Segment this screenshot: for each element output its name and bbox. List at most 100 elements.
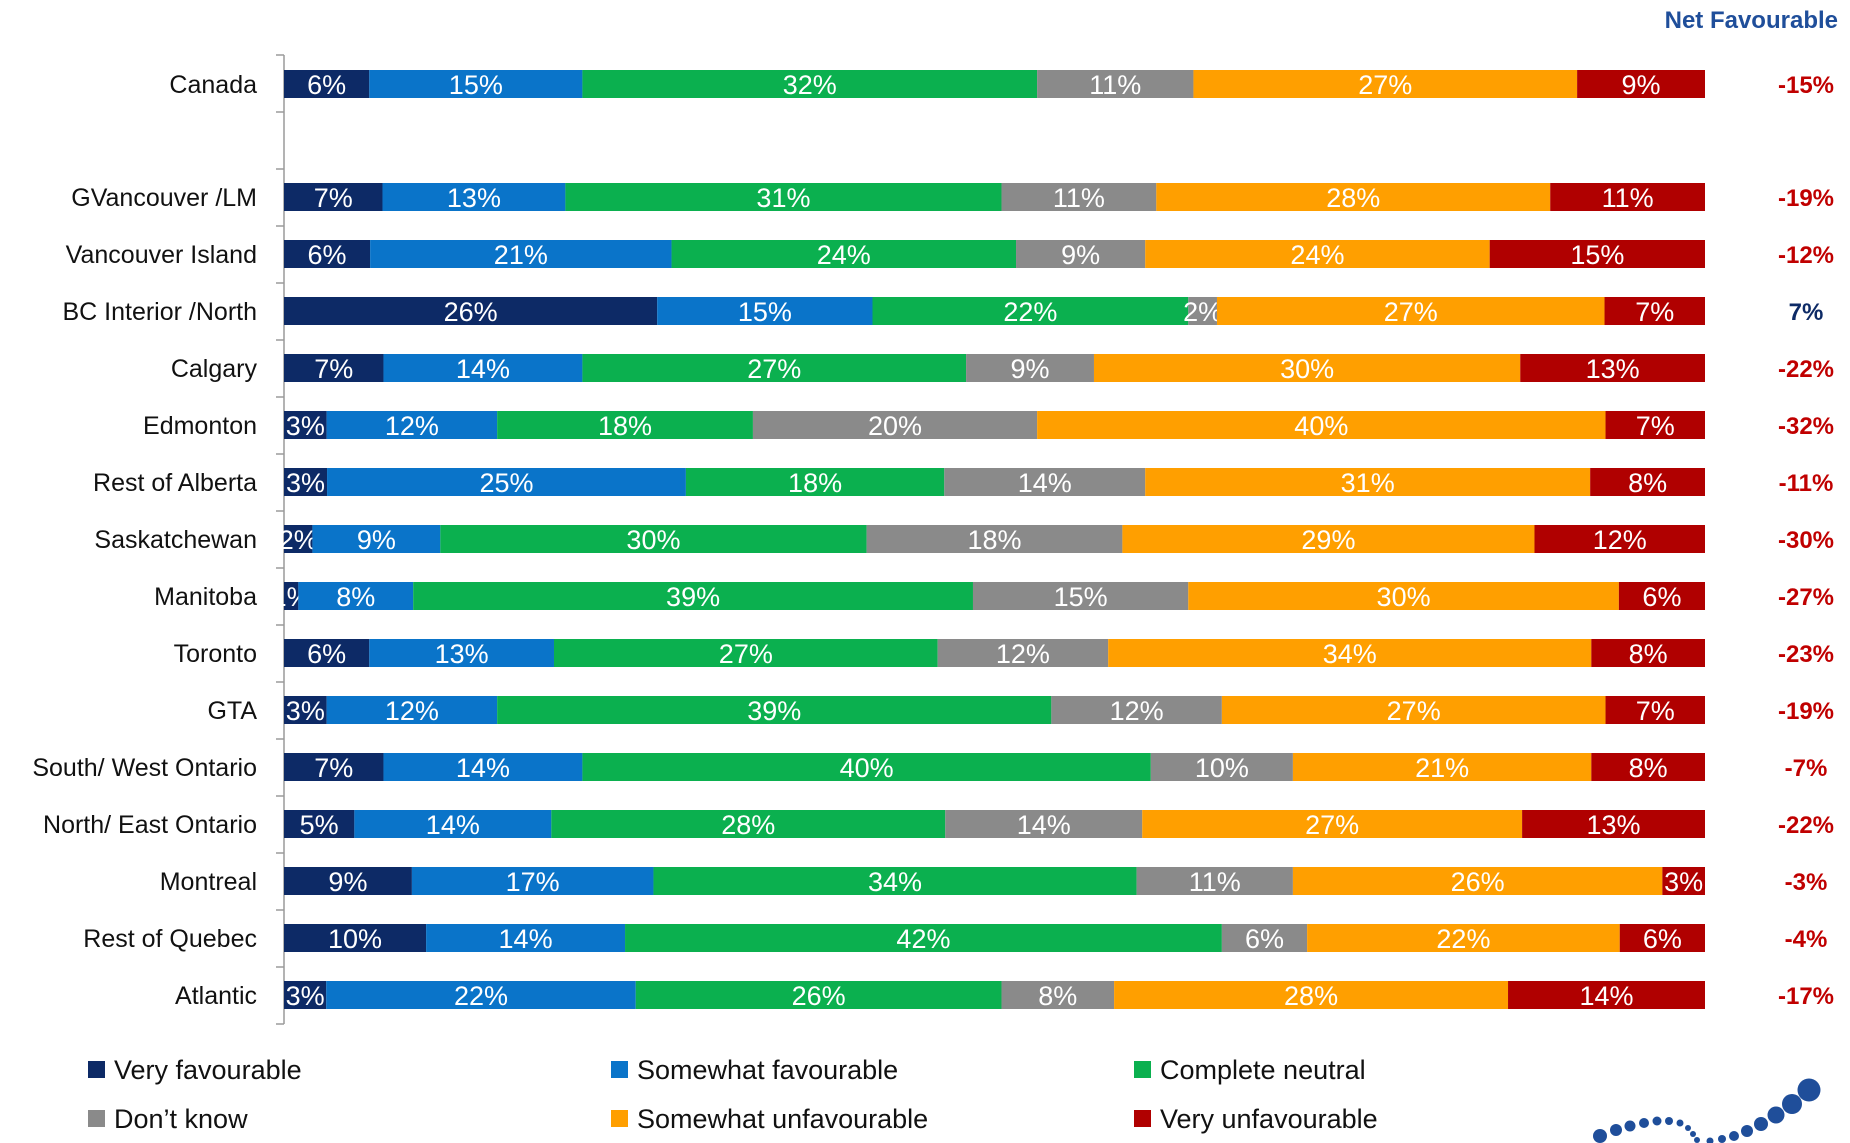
bar-segment — [1604, 297, 1705, 325]
bar-segment — [752, 411, 1038, 439]
data-label: 20% — [868, 411, 922, 441]
bar-segment — [1216, 297, 1605, 325]
category-label: Saskatchewan — [94, 526, 257, 554]
bar-segment — [866, 525, 1123, 553]
data-label: 6% — [1643, 924, 1682, 954]
net-favourable-value: -27% — [1778, 584, 1834, 611]
data-label: 8% — [1629, 639, 1668, 669]
data-label: 3% — [286, 411, 325, 441]
bar-segment — [1605, 411, 1705, 439]
bar-segment — [1489, 240, 1705, 268]
bar-segment — [426, 924, 626, 952]
bar-segment — [1193, 70, 1578, 98]
bar-segment — [872, 297, 1189, 325]
data-label: 14% — [499, 924, 553, 954]
bar-segment — [1037, 411, 1606, 439]
logo-dot — [1706, 1137, 1714, 1143]
data-label: 12% — [1110, 696, 1164, 726]
logo-dot — [1741, 1125, 1753, 1137]
category-label: GVancouver /LM — [71, 184, 257, 212]
data-label: 3% — [1664, 867, 1703, 897]
data-label: 11% — [1602, 183, 1654, 213]
bar-segment — [685, 468, 945, 496]
category-label: North/ East Ontario — [43, 811, 257, 839]
bar-segment — [937, 639, 1109, 667]
bar-segment — [284, 297, 658, 325]
data-label: 17% — [506, 867, 560, 897]
data-label: 27% — [719, 639, 773, 669]
bar-segment — [369, 639, 554, 667]
bar-segment — [944, 468, 1146, 496]
legend-label: Somewhat unfavourable — [637, 1104, 928, 1134]
bar-segment — [653, 867, 1137, 895]
bar-segment — [284, 70, 370, 98]
net-favourable-value: -17% — [1778, 983, 1834, 1010]
net-favourable-value: -22% — [1778, 356, 1834, 383]
data-label: 6% — [307, 639, 346, 669]
bar-segment — [284, 696, 327, 724]
data-label: 22% — [1003, 297, 1057, 327]
data-label: 31% — [1341, 468, 1395, 498]
logo-dot — [1685, 1125, 1691, 1131]
data-label: 18% — [967, 525, 1021, 555]
net-favourable-value: -3% — [1785, 869, 1828, 896]
data-label: 3% — [286, 468, 325, 498]
bar-segment — [284, 240, 371, 268]
data-label: 31% — [756, 183, 810, 213]
net-favourable-value: -11% — [1779, 470, 1834, 497]
data-label: 32% — [783, 70, 837, 100]
data-label: 15% — [1054, 582, 1108, 612]
data-label: 7% — [1636, 696, 1675, 726]
net-favourable-value: -19% — [1778, 698, 1834, 725]
net-favourable-value: 7% — [1789, 299, 1824, 326]
data-label: 7% — [1636, 411, 1675, 441]
data-label: 24% — [1290, 240, 1344, 270]
data-label: 8% — [1629, 753, 1668, 783]
bar-segment — [298, 582, 414, 610]
data-label: 27% — [1384, 297, 1438, 327]
data-label: 24% — [817, 240, 871, 270]
legend-label: Very unfavourable — [1160, 1104, 1378, 1134]
legend-label: Somewhat favourable — [637, 1055, 898, 1085]
bar-segment — [1221, 696, 1606, 724]
bar-segment — [383, 753, 583, 781]
data-label: 6% — [1642, 582, 1681, 612]
bar-segment — [1221, 924, 1308, 952]
net-favourable-value: -4% — [1785, 926, 1828, 953]
bar-segment — [1550, 183, 1705, 211]
bar-segment — [582, 70, 1038, 98]
bar-segment — [1145, 240, 1490, 268]
data-label: 2% — [279, 525, 318, 555]
logo-dot — [1694, 1137, 1700, 1143]
bar-segment — [1145, 468, 1591, 496]
bar-segment — [1001, 183, 1157, 211]
bar-segment — [1037, 70, 1194, 98]
logo-dot — [1797, 1078, 1821, 1102]
data-label: 10% — [328, 924, 382, 954]
legend-label: Very favourable — [114, 1055, 302, 1085]
data-label: 21% — [494, 240, 548, 270]
bar-segment — [1662, 867, 1705, 895]
data-label: 14% — [426, 810, 480, 840]
data-label: 14% — [1579, 981, 1633, 1011]
bar-segment — [284, 639, 370, 667]
logo-dot — [1624, 1120, 1636, 1132]
bar-segment — [1591, 753, 1705, 781]
bar-segment — [1508, 981, 1705, 1009]
legend-swatch — [88, 1110, 105, 1127]
data-label: 6% — [1245, 924, 1284, 954]
category-label: Calgary — [171, 355, 258, 383]
data-label: 30% — [1377, 582, 1431, 612]
category-label: Montreal — [160, 868, 257, 896]
category-label: Rest of Quebec — [83, 925, 257, 953]
data-label: 27% — [1387, 696, 1441, 726]
bar-segment — [1108, 639, 1592, 667]
data-label: 7% — [314, 354, 353, 384]
category-label: Atlantic — [175, 982, 257, 1010]
data-label: 7% — [314, 183, 353, 213]
data-label: 14% — [456, 753, 510, 783]
bar-segment — [369, 70, 583, 98]
data-label: 15% — [1570, 240, 1624, 270]
bar-segment — [284, 525, 313, 553]
